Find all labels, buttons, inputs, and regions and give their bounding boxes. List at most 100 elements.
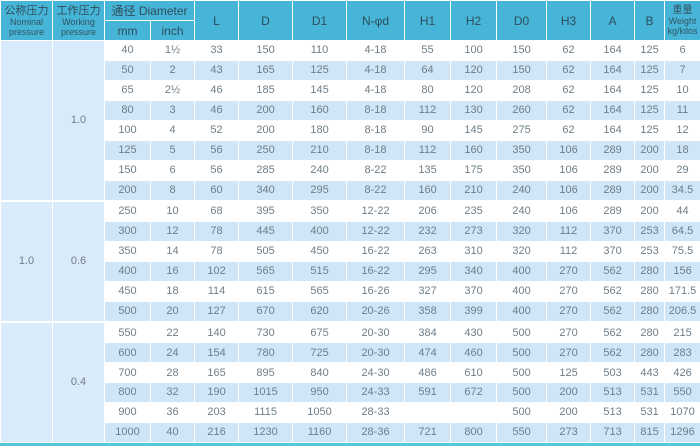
table-row: 400 16 102 565 515 16-22 295 340 400 270 562 280 156 (1, 260, 700, 282)
cell-weight: 64.5 (664, 220, 700, 242)
cell-mm: 900 (104, 401, 151, 423)
cell-N-phid: 16-22 (346, 260, 406, 282)
header-working-cn: 工作压力 (56, 4, 101, 17)
cell-D0: 150 (496, 59, 548, 81)
cell-D1: 145 (292, 79, 348, 101)
working-pressure-cell: 1.0 (52, 39, 105, 202)
cell-L: 165 (194, 362, 240, 383)
cell-H1: 64 (404, 59, 452, 81)
cell-N-phid: 16-22 (346, 240, 406, 262)
header-col-L: L (194, 0, 240, 41)
cell-H1: 206 (404, 199, 452, 222)
cell-B: 125 (634, 99, 666, 121)
cell-H1: 327 (404, 280, 452, 302)
cell-B: 531 (634, 401, 666, 423)
cell-H1 (404, 401, 452, 423)
table-row: 1.0 0.6 250 10 68 395 350 12-22 206 235 240 106 289 2… (0, 199, 700, 323)
cell-L: 46 (194, 99, 240, 121)
cell-inch: 40 (149, 421, 196, 443)
cell-A: 562 (590, 342, 636, 364)
cell-B: 280 (634, 280, 666, 302)
cell-N-phid: 20-30 (346, 320, 406, 344)
header-weight: 重量 Weight kg/kilos (664, 0, 700, 41)
cell-L: 78 (194, 220, 240, 242)
header-weight-unit: kg/kilos (667, 25, 698, 36)
cell-inch: 10 (149, 199, 196, 222)
cell-A: 713 (590, 421, 636, 443)
table-row: 0.4 550 22 140 730 675 20-30 384 430 500 270 562 280… (0, 320, 700, 443)
cell-N-phid: 24-30 (346, 362, 406, 383)
table-row: 600 24 154 780 725 20-30 474 460 500 270 562 280 283 (1, 342, 700, 364)
cell-mm: 65 (104, 79, 151, 101)
cell-H1: 112 (404, 139, 452, 161)
cell-H3: 273 (546, 421, 592, 443)
cell-inch: 16 (149, 260, 196, 282)
working-pressure-cell: 0.6 (52, 199, 105, 323)
cell-weight: 12 (664, 119, 700, 141)
cell-inch: 6 (149, 159, 196, 181)
cell-mm: 550 (104, 320, 151, 344)
cell-D: 1015 (238, 382, 294, 403)
table-row: 450 18 114 615 565 16-26 327 370 400 270 562 280 171… (1, 280, 700, 302)
cell-H2: 430 (450, 320, 498, 344)
cell-weight: 18 (664, 139, 700, 161)
cell-A: 289 (590, 159, 636, 181)
cell-N-phid: 12-22 (346, 220, 406, 242)
header-nominal-pressure: 公称压力 Nominal pressure (0, 0, 53, 41)
cell-H2 (450, 401, 498, 423)
table-row: 1.0 40 1½ 33 150 110 4-18 55 100 150 62 164 125 6 (0, 39, 700, 202)
header-col-H1: H1 (404, 0, 452, 41)
cell-H3: 200 (546, 382, 592, 403)
cell-N-phid: 24-33 (346, 382, 406, 403)
cell-D0: 500 (496, 401, 548, 423)
table-row: 150 6 56 285 240 8-22 135 175 350 106 289 200 29 (1, 159, 700, 181)
cell-B: 200 (634, 159, 666, 181)
cell-B: 280 (634, 342, 666, 364)
cell-H3: 106 (546, 179, 592, 202)
cell-N-phid: 8-18 (346, 99, 406, 121)
cell-H3: 270 (546, 300, 592, 323)
table-row: 350 14 78 505 450 16-22 263 310 320 112 370 253 75.5 (1, 240, 700, 262)
header-col-H3: H3 (546, 0, 592, 41)
cell-D: 200 (238, 119, 294, 141)
cell-B: 443 (634, 362, 666, 383)
cell-B: 815 (634, 421, 666, 443)
cell-H2: 273 (450, 220, 498, 242)
cell-weight: 75.5 (664, 240, 700, 262)
cell-D: 615 (238, 280, 294, 302)
cell-L: 60 (194, 179, 240, 202)
cell-H3: 62 (546, 99, 592, 121)
header-inch: inch (149, 20, 196, 41)
cell-H2: 370 (450, 280, 498, 302)
cell-A: 370 (590, 240, 636, 262)
cell-D: 505 (238, 240, 294, 262)
cell-N-phid: 16-26 (346, 280, 406, 302)
cell-D0: 320 (496, 240, 548, 262)
cell-inch: 14 (149, 240, 196, 262)
cell-H2: 175 (450, 159, 498, 181)
cell-H3: 62 (546, 40, 592, 61)
cell-L: 78 (194, 240, 240, 262)
cell-B: 200 (634, 199, 666, 222)
cell-H3: 270 (546, 342, 592, 364)
cell-L: 68 (194, 199, 240, 222)
cell-L: 140 (194, 320, 240, 344)
table-row: 800 32 190 1015 950 24-33 591 672 500 200 513 531 55… (1, 382, 700, 403)
header-col-D1: D1 (292, 0, 348, 41)
cell-mm: 50 (104, 59, 151, 81)
cell-A: 562 (590, 260, 636, 282)
cell-D0: 275 (496, 119, 548, 141)
cell-weight: 6 (664, 40, 700, 61)
cell-H1: 486 (404, 362, 452, 383)
cell-inch: 2½ (149, 79, 196, 101)
cell-mm: 500 (104, 300, 151, 323)
cell-weight: 550 (664, 382, 700, 403)
cell-N-phid: 8-22 (346, 179, 406, 202)
cell-D: 1230 (238, 421, 294, 443)
cell-mm: 700 (104, 362, 151, 383)
table-row: 125 5 56 250 210 8-18 112 160 350 106 289 200 18 (1, 139, 700, 161)
cell-weight: 156 (664, 260, 700, 282)
cell-H1: 358 (404, 300, 452, 323)
cell-D1: 675 (292, 320, 348, 344)
cell-inch: 18 (149, 280, 196, 302)
